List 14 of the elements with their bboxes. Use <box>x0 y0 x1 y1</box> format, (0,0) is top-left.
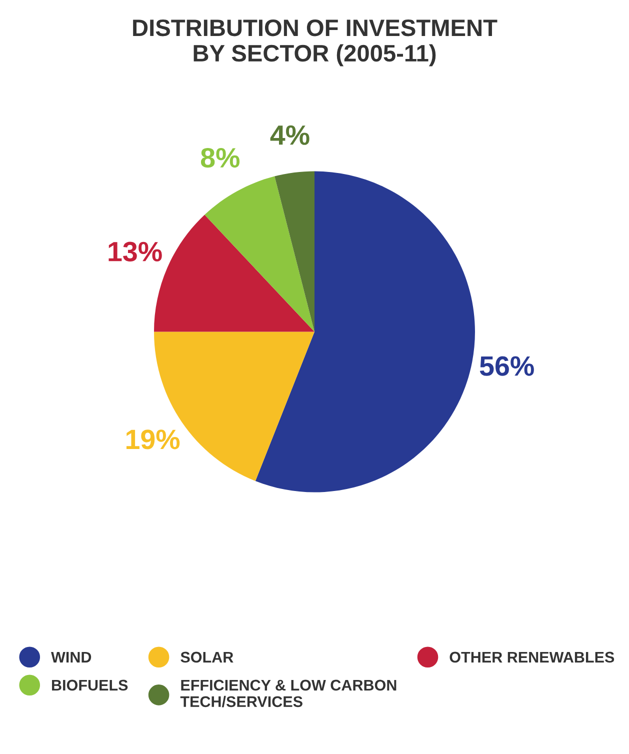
data-label: 56% <box>480 356 534 376</box>
data-label: 19% <box>126 430 180 450</box>
chart-title: DISTRIBUTION OF INVESTMENT BY SECTOR (2005-11) <box>133 19 498 66</box>
legend-label: OTHER RENEWABLES <box>450 652 614 663</box>
data-label: 8% <box>200 148 240 168</box>
pie-slice <box>204 176 314 332</box>
pie-slice <box>274 171 314 332</box>
data-label: 4% <box>270 125 310 145</box>
legend-label: BIOFUELS <box>52 680 128 691</box>
legend-label: EFFICIENCY & LOW CARBON TECH/SERVICES <box>180 680 396 708</box>
pie-slice <box>255 171 475 492</box>
legend-label: WIND <box>51 652 92 662</box>
legend-label: SOLAR <box>180 652 234 663</box>
data-label: 13% <box>108 242 162 262</box>
